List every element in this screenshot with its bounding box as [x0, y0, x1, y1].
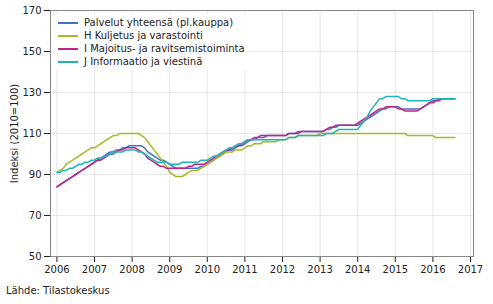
svg-text:2014: 2014: [345, 264, 370, 275]
svg-text:130: 130: [22, 87, 41, 98]
svg-text:2010: 2010: [195, 264, 220, 275]
html-text:Palvelut yhteensä (pl.kauppa): Palvelut yhteensä (pl.kauppa): [84, 17, 234, 28]
svg-text:50: 50: [29, 251, 42, 262]
html-text:Lähde: Tilastokeskus: Lähde: Tilastokeskus: [6, 285, 110, 296]
svg-text:90: 90: [29, 169, 42, 180]
svg-text:2017: 2017: [458, 264, 483, 275]
svg-text:2007: 2007: [82, 264, 107, 275]
svg-text:2015: 2015: [383, 264, 408, 275]
html-text:H Kuljetus ja varastointi: H Kuljetus ja varastointi: [84, 30, 203, 41]
svg-text:110: 110: [22, 128, 41, 139]
svg-text:2011: 2011: [232, 264, 257, 275]
svg-text:2006: 2006: [44, 264, 69, 275]
svg-text:Indeksi (2010=100): Indeksi (2010=100): [9, 84, 20, 184]
svg-text:2016: 2016: [420, 264, 445, 275]
html-text:J Informaatio ja viestinä: J Informaatio ja viestinä: [84, 56, 203, 67]
svg-text:2008: 2008: [119, 264, 144, 275]
svg-text:2009: 2009: [157, 264, 182, 275]
svg-text:170: 170: [22, 5, 41, 16]
svg-text:2012: 2012: [270, 264, 295, 275]
svg-text:70: 70: [29, 210, 42, 221]
svg-text:2013: 2013: [307, 264, 332, 275]
svg-text:150: 150: [22, 46, 41, 57]
html-text:I Majoitus- ja ravitsemistoimi: I Majoitus- ja ravitsemistoiminta: [84, 43, 245, 54]
